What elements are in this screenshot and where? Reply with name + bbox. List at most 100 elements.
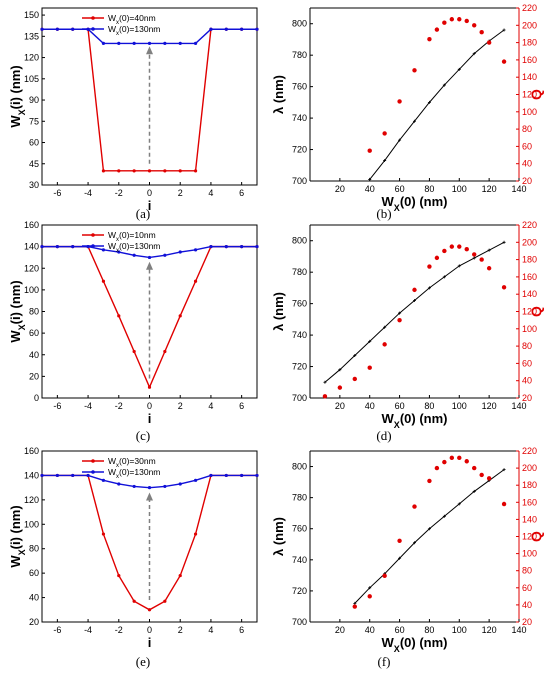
q-point	[352, 376, 357, 382]
series-1-point	[132, 599, 136, 603]
lambda-point	[472, 52, 476, 56]
series-1-point	[193, 169, 198, 173]
q-point	[412, 504, 417, 509]
y-axis-label: WX(i) (nm)	[8, 65, 27, 127]
lambda-point	[368, 177, 372, 181]
y2-axis-label: Q	[528, 531, 544, 542]
y2-tick-label: 100	[522, 549, 537, 559]
series-2-point	[40, 245, 44, 249]
legend-marker-2	[91, 27, 95, 31]
y-tick-label: 60	[29, 138, 39, 148]
lambda-point	[502, 240, 506, 244]
y-tick-label: 720	[292, 586, 307, 596]
chart-panel-4: -6 -4 -2 0 2 4 6 20 40 60 80 100 120 140 160 i WX(i) (nm…	[8, 446, 259, 650]
y2-tick-label: 140	[522, 72, 537, 82]
series-1-point	[117, 573, 121, 578]
q-point	[382, 573, 387, 579]
chart-panel-1: 20 40 60 80 100 120 140 700 720 740 760 780 800 20 40 6…	[271, 3, 544, 213]
y-tick-label: 760	[292, 524, 307, 534]
lambda-point	[472, 489, 476, 493]
legend-label-1: Wx(0)=40nm	[108, 13, 156, 26]
q-point	[434, 465, 440, 471]
legend-label-2: Wx(0)=130nm	[108, 467, 160, 480]
lambda-point	[427, 286, 431, 290]
series-2-point	[255, 245, 259, 249]
series-2-point	[193, 41, 198, 46]
series-2-point	[163, 41, 167, 46]
y2-tick-label: 180	[522, 255, 537, 265]
lambda-point	[442, 83, 446, 87]
q-point	[434, 255, 440, 261]
y-tick-label: 20	[29, 617, 39, 627]
legend-label-2: Wx(0)=130nm	[108, 241, 160, 254]
series-2-point	[193, 248, 198, 252]
series-2-point	[132, 484, 136, 489]
y2-tick-label: 80	[522, 566, 532, 576]
series-2-point	[40, 27, 44, 31]
q-point	[464, 247, 469, 252]
x-tick-label: -2	[115, 625, 123, 635]
y-axis-label: WX(i) (nm)	[8, 505, 27, 567]
series-1-point	[147, 385, 152, 389]
lambda-point	[502, 28, 506, 32]
y2-tick-label: 220	[522, 446, 537, 456]
q-point	[434, 27, 440, 32]
q-point	[442, 248, 447, 254]
y-tick-label: 90	[29, 95, 39, 105]
series-1-point	[178, 169, 182, 173]
x-tick-label: 2	[178, 401, 183, 411]
x-tick-label: 40	[365, 625, 375, 635]
panel-label-4: (e)	[136, 654, 150, 669]
y2-tick-label: 80	[522, 341, 532, 351]
y2-tick-label: 160	[522, 272, 537, 282]
y2-tick-label: 180	[522, 480, 537, 490]
lambda-point	[472, 256, 476, 260]
series-2-point	[163, 253, 167, 257]
y2-tick-label: 200	[522, 463, 537, 473]
q-point	[412, 287, 417, 293]
y-tick-label: 120	[24, 53, 39, 63]
x-tick-label: -4	[84, 625, 92, 635]
series-2-point	[40, 473, 44, 478]
x-tick-label: 60	[395, 401, 405, 411]
x-tick-label: 4	[208, 188, 213, 198]
y2-tick-label: 140	[522, 514, 537, 524]
q-point	[322, 394, 328, 399]
y-tick-label: 760	[292, 82, 307, 92]
series-1-point	[163, 169, 167, 173]
series-1-point	[117, 169, 121, 173]
y2-tick-label: 100	[522, 107, 537, 117]
y-tick-label: 160	[24, 220, 39, 230]
q-point	[427, 264, 432, 269]
q-point	[382, 131, 387, 136]
lambda-point	[398, 311, 402, 315]
series-2-point	[132, 253, 136, 257]
series-2-point	[117, 482, 121, 486]
legend-marker-1	[91, 459, 95, 463]
series-2-point	[86, 473, 90, 478]
y-tick-label: 700	[292, 393, 307, 403]
x-tick-label: 140	[511, 184, 526, 194]
series-2-point	[178, 482, 182, 486]
y-tick-label: 800	[292, 462, 307, 472]
lambda-point	[442, 275, 446, 279]
y2-tick-label: 220	[522, 220, 537, 230]
q-point	[427, 36, 432, 42]
legend-label-1: Wx(0)=30nm	[108, 456, 156, 469]
series-2-point	[224, 27, 228, 31]
x-tick-label: 4	[208, 625, 213, 635]
lambda-point	[427, 100, 431, 104]
lambda-point	[368, 339, 372, 343]
x-tick-label: 20	[335, 625, 345, 635]
y-tick-label: 105	[24, 74, 39, 84]
y-tick-label: 760	[292, 299, 307, 309]
y-tick-label: 800	[292, 236, 307, 246]
y2-tick-label: 40	[522, 600, 532, 610]
lambda-point	[413, 298, 416, 302]
y-tick-label: 75	[29, 116, 39, 126]
y2-tick-label: 100	[522, 324, 537, 334]
x-tick-label: 120	[482, 184, 497, 194]
lambda-line	[354, 469, 505, 604]
series-2-point	[178, 250, 182, 254]
y-tick-label: 160	[24, 446, 39, 456]
